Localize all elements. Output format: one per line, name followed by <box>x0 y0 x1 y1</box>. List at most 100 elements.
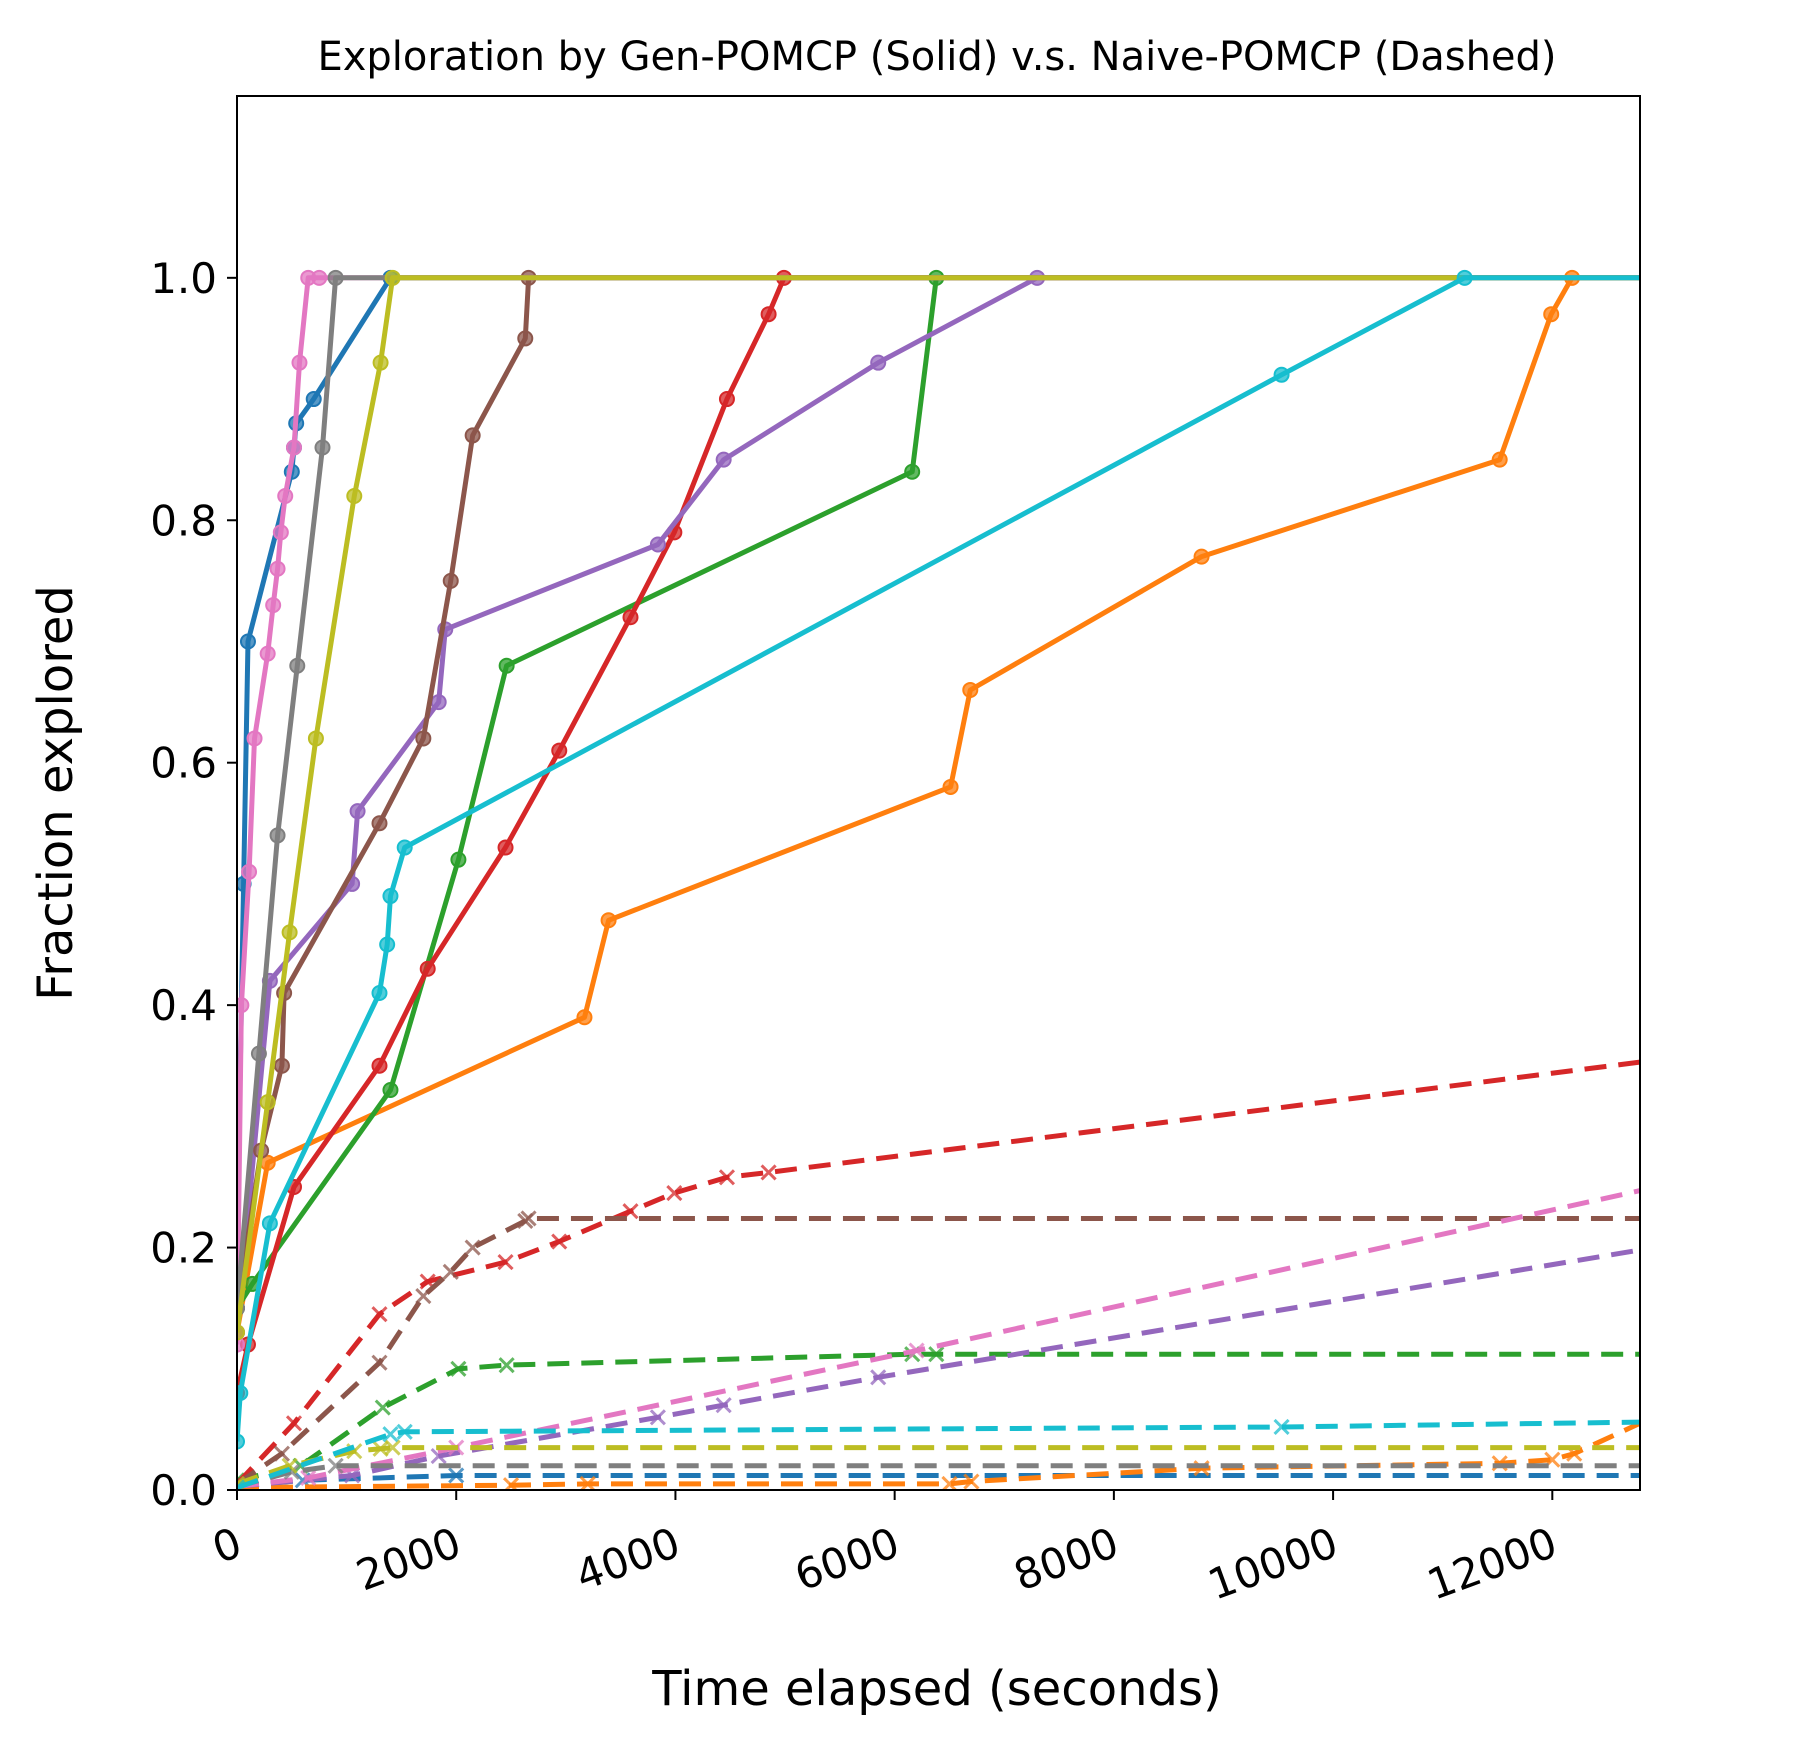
data-point <box>498 657 515 674</box>
data-point <box>371 1057 388 1074</box>
y-tick-label: 1.0 <box>150 254 217 303</box>
data-point <box>277 488 294 505</box>
data-point <box>379 936 396 953</box>
data-point <box>448 1467 465 1484</box>
data-point <box>237 1336 245 1353</box>
series-line <box>237 275 1640 1333</box>
data-point <box>327 269 344 286</box>
x-tick-label: 12000 <box>1421 1518 1563 1610</box>
data-point <box>374 1399 391 1416</box>
data-point <box>239 633 256 650</box>
data-point <box>415 1287 432 1305</box>
data-point <box>415 730 432 747</box>
data-point <box>291 354 308 371</box>
series-line <box>237 275 1640 1345</box>
series-line <box>237 275 1640 1442</box>
data-point <box>442 572 459 589</box>
data-point <box>272 524 289 541</box>
data-point <box>1456 269 1473 286</box>
gen-pomcp-series <box>237 269 1640 1256</box>
data-point <box>285 439 302 456</box>
data-point <box>517 330 534 347</box>
series-line <box>237 275 1640 1248</box>
data-point <box>384 269 401 286</box>
data-point <box>870 354 887 371</box>
data-point <box>464 427 481 444</box>
plot-frame <box>236 95 1641 1491</box>
data-point <box>718 391 735 408</box>
series-line <box>237 1421 1640 1490</box>
x-tick-label: 6000 <box>788 1518 905 1601</box>
data-point <box>498 1357 515 1374</box>
data-point <box>1273 366 1290 383</box>
x-axis-label: Time elapsed (seconds) <box>651 1661 1221 1717</box>
x-axis: 0 2000 4000 6000 8000 10000 12000 <box>206 1490 1563 1610</box>
data-point <box>942 778 959 795</box>
series-line <box>237 1473 1640 1489</box>
data-point <box>259 1094 276 1111</box>
gen-pomcp-series <box>237 269 1640 1341</box>
series-line <box>237 275 1640 1394</box>
data-point <box>327 1457 344 1474</box>
x-tick-label: 10000 <box>1202 1518 1344 1610</box>
data-point <box>450 1360 467 1377</box>
data-point <box>622 1203 639 1220</box>
x-tick-label: 8000 <box>1008 1518 1125 1601</box>
x-tick-label: 2000 <box>350 1518 467 1601</box>
data-point <box>273 1057 290 1074</box>
data-point <box>419 960 436 977</box>
x-tick-label: 0 <box>206 1518 248 1573</box>
data-point <box>464 1239 481 1256</box>
y-axis: 0.0 0.2 0.4 0.6 0.8 1.0 <box>150 254 237 1515</box>
data-point <box>666 1184 683 1202</box>
data-point <box>1193 548 1210 565</box>
gen-pomcp-series <box>237 269 1640 1341</box>
data-point <box>551 1233 568 1250</box>
data-point <box>237 1479 246 1490</box>
data-point <box>600 912 617 929</box>
data-point <box>314 439 331 456</box>
data-point <box>382 1426 399 1443</box>
data-point <box>396 839 413 856</box>
gen-pomcp-series <box>237 269 1640 1341</box>
data-point <box>1273 1418 1290 1436</box>
series-line <box>237 1463 1640 1489</box>
data-point <box>300 1469 317 1486</box>
chart-title: Exploration by Gen-POMCP (Solid) v.s. Na… <box>317 34 1556 80</box>
y-tick-label: 0.8 <box>150 496 217 545</box>
data-point <box>237 1433 245 1450</box>
data-point <box>928 1346 945 1363</box>
series-line <box>237 1351 1640 1483</box>
data-point <box>904 463 921 480</box>
data-point <box>760 1164 777 1181</box>
data-point <box>1491 451 1508 468</box>
data-point <box>289 657 306 674</box>
data-point <box>261 1215 278 1232</box>
data-point <box>649 536 666 553</box>
gen-pomcp-series <box>237 269 1640 1402</box>
data-point <box>382 1081 399 1098</box>
data-point <box>908 1342 925 1359</box>
data-point <box>281 924 298 941</box>
data-point <box>382 888 399 905</box>
data-point <box>622 609 639 626</box>
y-tick-label: 0.6 <box>150 739 217 788</box>
data-point <box>941 1475 958 1490</box>
data-point <box>497 1254 514 1271</box>
data-point <box>265 597 282 614</box>
data-point <box>371 815 388 832</box>
data-point <box>520 1210 537 1227</box>
data-point <box>396 1423 413 1440</box>
data-point <box>442 1263 459 1280</box>
series-line <box>237 1445 1640 1487</box>
x-tick-label: 4000 <box>569 1518 686 1601</box>
y-tick-label: 0.2 <box>150 1224 217 1273</box>
data-point <box>1543 306 1560 323</box>
data-point <box>576 1009 593 1026</box>
plot-area <box>237 269 1640 1490</box>
data-point <box>870 1369 887 1386</box>
data-point <box>579 1475 596 1490</box>
data-point <box>551 742 568 759</box>
naive-pomcp-series <box>237 1418 1640 1490</box>
